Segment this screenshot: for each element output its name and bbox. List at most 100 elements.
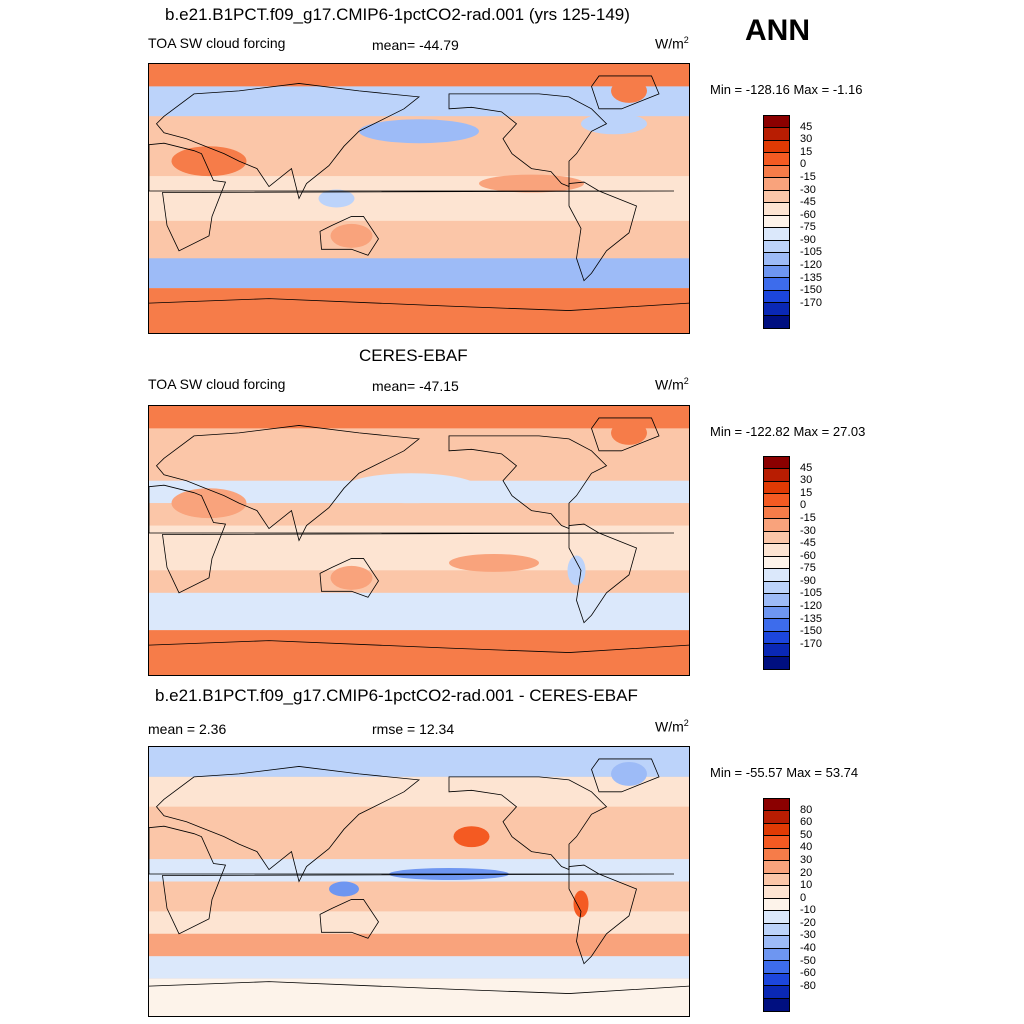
colorbar-swatch [764, 898, 789, 912]
colorbar-swatch [764, 986, 789, 999]
colorbar-tick-label: -15 [800, 170, 816, 183]
colorbar-tick-label: -80 [800, 979, 816, 992]
colorbar-tick-label: 80 [800, 803, 813, 816]
colorbar-swatch [764, 253, 789, 266]
map-field-band [149, 881, 689, 912]
colorbar-swatch [764, 506, 789, 520]
panel2-map-svg [149, 406, 689, 675]
map-field-region [359, 119, 479, 144]
colorbar-tick-label: -90 [800, 574, 816, 587]
panel2-map [148, 405, 690, 676]
colorbar-swatch [764, 998, 789, 1011]
colorbar-swatch [764, 656, 789, 669]
colorbar-tick-label: -120 [800, 259, 823, 272]
colorbar-swatch [764, 811, 789, 824]
colorbar-swatch [764, 886, 789, 899]
coastline [591, 758, 660, 793]
panel3-units-label: W/m2 [655, 718, 689, 735]
coastline [568, 523, 637, 624]
panel3-mean-label: mean = 2.36 [148, 721, 227, 737]
colorbar-tick-label: -10 [800, 904, 816, 917]
map-field-region [581, 113, 647, 135]
coastline [448, 435, 608, 530]
colorbar-swatch [764, 240, 789, 254]
map-field-band [149, 258, 689, 289]
colorbar-swatch [764, 203, 789, 216]
colorbar-swatch [764, 128, 789, 141]
colorbar-tick-label: -45 [800, 537, 816, 550]
panel3-map-svg [149, 747, 689, 1016]
panel2-title: CERES-EBAF [359, 346, 468, 365]
map-field-band [149, 956, 689, 979]
colorbar-tick-label: -170 [800, 637, 823, 650]
coastline [319, 558, 379, 598]
colorbar-swatch [764, 469, 789, 482]
colorbar-swatch [764, 644, 789, 657]
colorbar-tick-label: -30 [800, 929, 816, 942]
coastline [319, 216, 379, 256]
colorbar-tick-label: 30 [800, 133, 813, 146]
colorbar-tick-label: 10 [800, 879, 813, 892]
panel3-minmax-label: Min = -55.57 Max = 53.74 [710, 765, 859, 780]
colorbar-tick-label: -150 [800, 625, 823, 638]
colorbar-tick-label: -20 [800, 916, 816, 929]
map-field-band [149, 525, 689, 571]
colorbar-swatch [764, 594, 789, 607]
colorbar-swatch [764, 631, 789, 645]
map-field-band [149, 288, 689, 333]
map-field-region [318, 189, 355, 208]
coastline [149, 142, 675, 252]
map-field-region [449, 553, 539, 572]
map-field-band [149, 933, 689, 957]
colorbar-swatch [764, 569, 789, 582]
colorbar-swatch [764, 215, 789, 229]
colorbar-tick-label: -45 [800, 196, 816, 209]
colorbar-tick-label: 20 [800, 866, 813, 879]
colorbar-swatch [764, 823, 789, 837]
colorbar-tick-label: -75 [800, 221, 816, 234]
panel3-colorbar [763, 798, 790, 1012]
colorbar-swatch [764, 178, 789, 191]
panel2-units-label: W/m2 [655, 376, 689, 393]
colorbar-swatch [764, 303, 789, 316]
map-field-band [149, 406, 689, 429]
colorbar-swatch [764, 140, 789, 154]
colorbar-tick-label: -90 [800, 233, 816, 246]
panel1-title: b.e21.B1PCT.f09_g17.CMIP6-1pctCO2-rad.00… [165, 5, 630, 24]
panel3-map [148, 746, 690, 1017]
colorbar-tick-label: 0 [800, 891, 807, 904]
colorbar-swatch [764, 116, 789, 129]
coastline [155, 766, 421, 883]
colorbar-tick-label: -105 [800, 246, 823, 259]
map-field-region [611, 78, 647, 103]
map-field-region [329, 881, 359, 897]
colorbar-swatch [764, 265, 789, 279]
colorbar-tick-label: -30 [800, 524, 816, 537]
colorbar-tick-label: -120 [800, 600, 823, 613]
colorbar-swatch [764, 531, 789, 545]
colorbar-tick-label: 0 [800, 158, 807, 171]
panel1-variable-label: TOA SW cloud forcing [148, 35, 286, 51]
colorbar-swatch [764, 190, 789, 204]
coastline [149, 825, 675, 935]
colorbar-swatch [764, 519, 789, 532]
season-label: ANN [745, 14, 810, 47]
colorbar-tick-label: 0 [800, 499, 807, 512]
panel2-minmax-label: Min = -122.82 Max = 27.03 [710, 424, 866, 439]
map-field-band [149, 630, 689, 675]
colorbar-tick-label: 45 [800, 120, 813, 133]
coastline [568, 181, 637, 282]
colorbar-swatch [764, 619, 789, 632]
colorbar-swatch [764, 873, 789, 887]
colorbar-swatch [764, 923, 789, 937]
map-field-region [171, 146, 247, 177]
panel2-mean-label: mean= -47.15 [372, 378, 459, 394]
map-field-band [149, 176, 689, 221]
colorbar-swatch [764, 799, 789, 812]
colorbar-tick-label: -135 [800, 271, 823, 284]
map-field-band [149, 570, 689, 593]
colorbar-swatch [764, 290, 789, 304]
panel1-units-label: W/m2 [655, 35, 689, 52]
map-field-region [171, 488, 247, 519]
colorbar-tick-label: -15 [800, 511, 816, 524]
